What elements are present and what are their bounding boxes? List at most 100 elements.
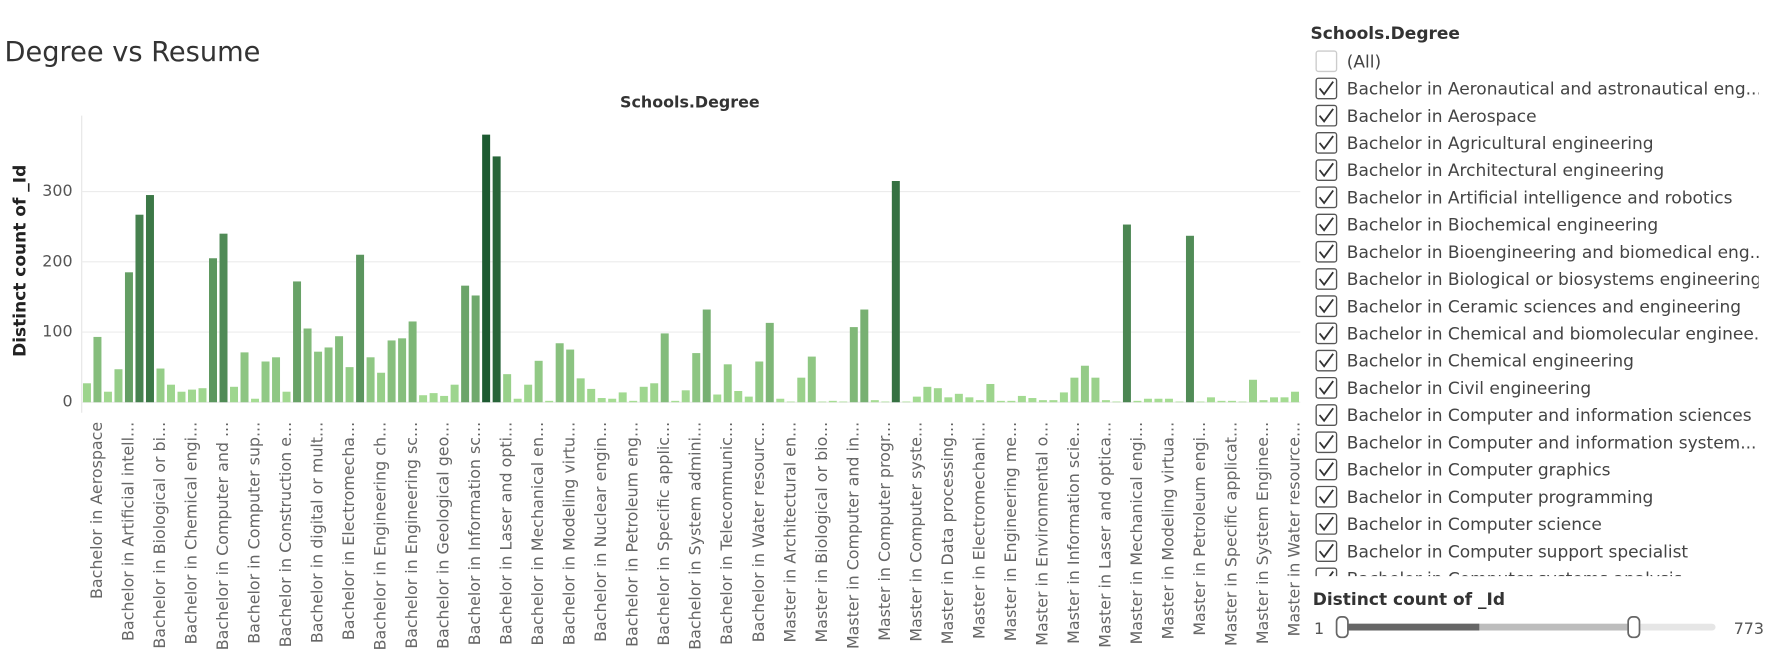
filter-item-label: Bachelor in Bioengineering and biomedica… — [1347, 243, 1766, 263]
bar — [692, 353, 701, 403]
filter-item-label: Bachelor in Computer systems analysis — [1347, 569, 1683, 589]
bar — [1122, 224, 1131, 403]
check-mark — [1318, 434, 1334, 450]
bar — [545, 400, 554, 403]
checkbox[interactable] — [1315, 159, 1338, 181]
filter-item[interactable]: Bachelor in Computer support specialist — [1315, 540, 1688, 563]
bar — [923, 386, 932, 403]
x-tick-label: Bachelor in Water resourc... — [749, 422, 768, 642]
checkbox[interactable] — [1315, 213, 1338, 236]
bar — [461, 285, 470, 403]
bar — [114, 369, 123, 403]
checkbox[interactable] — [1315, 540, 1338, 563]
bar — [219, 233, 228, 403]
filter-item[interactable]: Bachelor in Computer and information sci… — [1315, 404, 1752, 426]
filter-item[interactable]: Bachelor in Ceramic sciences and enginee… — [1315, 295, 1741, 318]
bar — [587, 388, 596, 403]
filter-title: Schools.Degree — [1310, 24, 1459, 44]
checkbox[interactable] — [1315, 349, 1338, 372]
bar — [1270, 397, 1278, 403]
bar — [713, 394, 722, 403]
bar — [1101, 400, 1110, 403]
y-tick-label: 300 — [42, 181, 72, 200]
filter-item[interactable]: (All) — [1315, 50, 1381, 73]
checkbox[interactable] — [1315, 431, 1338, 454]
filter-item-label: Bachelor in Computer science — [1347, 515, 1602, 535]
bar — [419, 395, 428, 403]
slider-handle[interactable] — [1335, 616, 1349, 639]
bar — [1259, 400, 1268, 403]
bar — [209, 258, 217, 403]
x-tick-label: Bachelor in Modeling virtu... — [560, 422, 579, 645]
bar — [765, 322, 774, 403]
checkbox[interactable] — [1315, 567, 1338, 588]
bar — [1080, 365, 1089, 403]
filter-item[interactable]: Bachelor in Civil engineering — [1315, 376, 1591, 399]
check-mark — [1318, 217, 1334, 232]
filter-item[interactable]: Bachelor in Computer graphics — [1315, 458, 1611, 481]
filter-item[interactable]: Bachelor in Computer programming — [1315, 485, 1653, 508]
checkbox[interactable] — [1315, 485, 1338, 508]
bar — [524, 384, 533, 403]
bar — [1059, 392, 1068, 403]
filter-item[interactable]: Bachelor in Biochemical engineering — [1315, 213, 1658, 236]
filter-item-label: Bachelor in Architectural engineering — [1347, 161, 1664, 181]
checkbox[interactable] — [1315, 240, 1338, 263]
filter-item[interactable]: Bachelor in Computer and information sys… — [1315, 431, 1756, 454]
chart-header: Schools.Degree — [620, 93, 760, 112]
slider-min: 1 — [1314, 619, 1324, 638]
bar — [1206, 397, 1215, 403]
bar — [996, 400, 1005, 403]
bar — [1280, 397, 1289, 403]
filter-item[interactable]: Bachelor in Bioengineering and biomedica… — [1315, 240, 1766, 263]
x-tick-label: Master in Computer progr... — [875, 422, 894, 641]
checkbox[interactable] — [1315, 132, 1338, 154]
filter-item-label: Bachelor in Computer and information sci… — [1347, 406, 1752, 426]
bar — [513, 398, 522, 403]
bar — [93, 336, 102, 403]
x-tick-label: Bachelor in Laser and opti... — [497, 422, 516, 645]
bar — [261, 361, 270, 403]
bar — [776, 398, 785, 403]
bar — [471, 295, 480, 403]
filter-item-label: Bachelor in Biological or biosystems eng… — [1347, 270, 1762, 290]
bar — [251, 398, 260, 403]
checkbox[interactable] — [1315, 186, 1338, 209]
bar — [103, 391, 112, 403]
bar — [986, 383, 995, 403]
bar — [335, 336, 344, 403]
bar — [1154, 398, 1163, 403]
checkbox[interactable] — [1315, 458, 1338, 481]
checkbox[interactable] — [1315, 50, 1338, 73]
slider-handle[interactable] — [1627, 616, 1641, 639]
bar — [303, 328, 312, 403]
filter-item[interactable]: Bachelor in Artificial intelligence and … — [1315, 186, 1733, 209]
bar — [702, 309, 711, 403]
x-tick-label: Bachelor in Aerospace — [87, 422, 106, 599]
x-tick-label: Master in Mechanical engi... — [1127, 422, 1146, 645]
filter-item[interactable]: Bachelor in Agricultural engineering — [1315, 132, 1654, 154]
checkbox[interactable] — [1315, 77, 1338, 100]
filter-item[interactable]: Bachelor in Chemical and biomolecular en… — [1315, 322, 1770, 345]
filter-item[interactable]: Bachelor in Computer systems analysis — [1315, 567, 1683, 589]
checkbox[interactable] — [1315, 513, 1338, 535]
filter-item[interactable]: Bachelor in Biological or biosystems eng… — [1315, 268, 1762, 290]
checkbox[interactable] — [1315, 376, 1338, 399]
filter-item[interactable]: Bachelor in Architectural engineering — [1315, 159, 1664, 181]
filter-list: (All) Bachelor in Aeronautical and astron… — [1315, 50, 1770, 589]
bar — [818, 401, 827, 403]
checkbox[interactable] — [1315, 268, 1338, 290]
checkbox[interactable] — [1315, 295, 1338, 318]
checkbox[interactable] — [1315, 404, 1338, 426]
bar — [555, 343, 564, 403]
filter-item[interactable]: Bachelor in Computer science — [1315, 513, 1602, 535]
bar — [1164, 398, 1173, 403]
bar — [366, 357, 375, 403]
checkbox[interactable] — [1315, 322, 1338, 345]
x-tick-label: Bachelor in Engineering ch... — [371, 422, 390, 651]
checkbox[interactable] — [1315, 104, 1338, 127]
filter-item[interactable]: Bachelor in Aerospace — [1315, 104, 1537, 127]
filter-item[interactable]: Bachelor in Aeronautical and astronautic… — [1315, 77, 1762, 100]
filter-item[interactable]: Bachelor in Chemical engineering — [1315, 349, 1634, 372]
bar — [755, 361, 764, 403]
